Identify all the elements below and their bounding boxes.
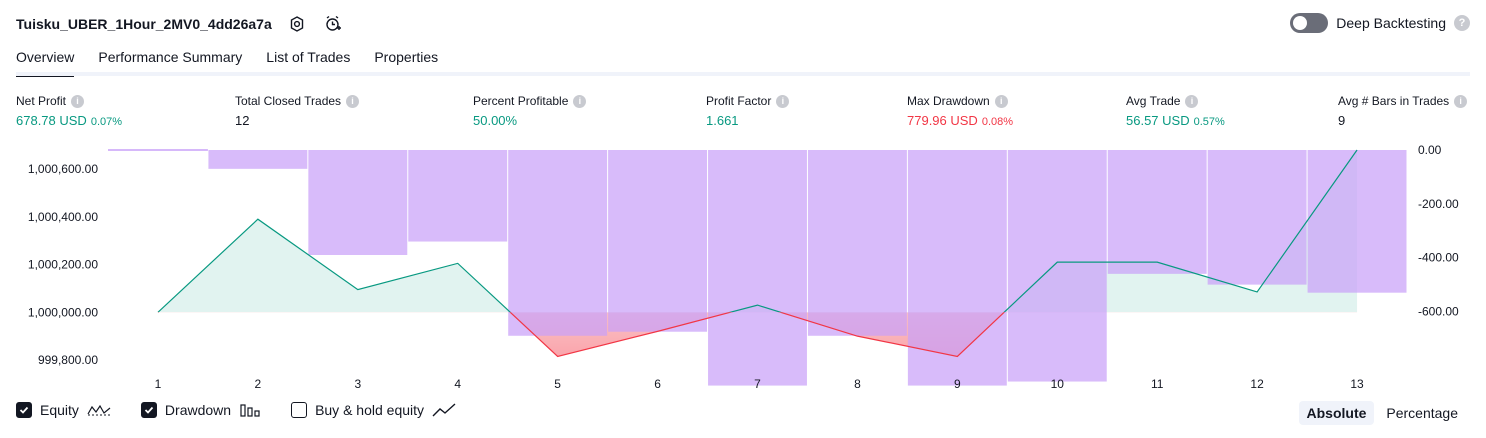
legend-drawdown[interactable]: Drawdown bbox=[140, 402, 261, 418]
left-axis-tick-label: 1,000,200.00 bbox=[28, 258, 98, 272]
drawdown-bar bbox=[1307, 150, 1407, 293]
x-axis-tick-label: 1 bbox=[155, 377, 162, 391]
metric-total-closed-trades: Total Closed Trades i 12 bbox=[235, 94, 360, 128]
left-axis-tick-label: 1,000,400.00 bbox=[28, 210, 98, 224]
x-axis-tick-label: 5 bbox=[554, 377, 561, 391]
metric-value: 779.96 USD bbox=[907, 113, 978, 128]
drawdown-bars-icon bbox=[240, 404, 260, 417]
deep-backtesting: Deep Backtesting ? bbox=[1290, 13, 1470, 33]
metric-value: 56.57 USD bbox=[1126, 113, 1190, 128]
x-axis-tick-label: 2 bbox=[255, 377, 262, 391]
info-icon[interactable]: i bbox=[573, 94, 587, 108]
deep-backtesting-toggle[interactable] bbox=[1290, 13, 1329, 33]
metric-avg-bars-in-trades: Avg # Bars in Trades i 9 bbox=[1338, 94, 1468, 128]
right-axis-tick-label: -400.00 bbox=[1418, 251, 1459, 265]
metric-label: Avg Trade bbox=[1126, 94, 1181, 108]
metric-avg-trade: Avg Trade i 56.57 USD 0.57% bbox=[1126, 94, 1225, 128]
info-icon[interactable]: i bbox=[994, 94, 1008, 108]
metric-max-drawdown: Max Drawdown i 779.96 USD 0.08% bbox=[907, 94, 1013, 128]
toggle-knob bbox=[1293, 16, 1308, 30]
help-icon[interactable]: ? bbox=[1454, 15, 1470, 31]
metric-value: 678.78 USD bbox=[16, 113, 87, 128]
info-icon[interactable]: i bbox=[1185, 94, 1199, 108]
chart-legend: Equity Drawdown Buy & hold equity bbox=[16, 402, 456, 418]
info-icon[interactable]: i bbox=[346, 94, 360, 108]
x-axis-tick-label: 3 bbox=[354, 377, 361, 391]
metric-label: Total Closed Trades bbox=[235, 94, 342, 108]
tab-performance-summary[interactable]: Performance Summary bbox=[98, 49, 243, 65]
drawdown-bar bbox=[807, 150, 907, 336]
x-axis-tick-label: 12 bbox=[1250, 377, 1264, 391]
x-axis-tick-label: 10 bbox=[1051, 377, 1065, 391]
buyhold-line-icon bbox=[432, 403, 456, 417]
drawdown-bar bbox=[907, 150, 1007, 386]
metric-pct: 0.08% bbox=[981, 116, 1014, 128]
buyhold-checkbox[interactable] bbox=[291, 402, 308, 418]
left-axis-tick-label: 1,000,600.00 bbox=[28, 162, 98, 176]
legend-equity[interactable]: Equity bbox=[16, 402, 111, 418]
mode-absolute-button[interactable]: Absolute bbox=[1298, 401, 1375, 425]
tab-bar: Overview Performance Summary List of Tra… bbox=[16, 46, 438, 77]
metric-percent-profitable: Percent Profitable i 50.00% bbox=[473, 94, 587, 128]
x-axis-tick-label: 6 bbox=[654, 377, 661, 391]
drawdown-bar bbox=[1107, 150, 1207, 274]
equity-checkbox[interactable] bbox=[16, 402, 32, 418]
x-axis-tick-label: 11 bbox=[1151, 377, 1164, 391]
right-axis-tick-label: -200.00 bbox=[1418, 197, 1459, 211]
info-icon[interactable]: i bbox=[1454, 94, 1468, 108]
x-axis-tick-label: 4 bbox=[454, 377, 461, 391]
strategy-name: Tuisku_UBER_1Hour_2MV0_4dd26a7a bbox=[16, 16, 272, 32]
metrics-bar: Net Profit i 678.78 USD 0.07% Total Closed… bbox=[0, 94, 1486, 134]
right-axis-tick-label: 0.00 bbox=[1418, 143, 1442, 157]
x-axis-tick-label: 13 bbox=[1350, 377, 1364, 391]
drawdown-bar bbox=[308, 150, 408, 255]
strategy-header: Tuisku_UBER_1Hour_2MV0_4dd26a7a bbox=[16, 10, 344, 38]
metric-label: Max Drawdown bbox=[907, 94, 990, 108]
metric-label: Net Profit bbox=[16, 94, 67, 108]
drawdown-bar bbox=[708, 150, 807, 386]
drawdown-bar bbox=[608, 150, 708, 332]
info-icon[interactable]: i bbox=[776, 94, 790, 108]
right-axis-tick-label: -600.00 bbox=[1418, 305, 1459, 319]
legend-label: Equity bbox=[40, 402, 79, 418]
legend-buy-hold[interactable]: Buy & hold equity bbox=[291, 402, 456, 418]
metric-net-profit: Net Profit i 678.78 USD 0.07% bbox=[16, 94, 122, 128]
equity-line bbox=[157, 149, 1358, 313]
mode-percentage-button[interactable]: Percentage bbox=[1386, 405, 1458, 421]
tabs-divider bbox=[16, 72, 1470, 76]
tab-list-of-trades[interactable]: List of Trades bbox=[266, 49, 351, 65]
add-alert-icon[interactable] bbox=[322, 13, 344, 35]
settings-icon[interactable] bbox=[286, 13, 308, 35]
metric-pct: 0.57% bbox=[1193, 116, 1225, 128]
x-axis-tick-label: 8 bbox=[854, 377, 861, 391]
metric-value: 12 bbox=[235, 113, 250, 128]
drawdown-bar bbox=[1007, 150, 1107, 382]
metric-label: Percent Profitable bbox=[473, 94, 569, 108]
legend-label: Drawdown bbox=[164, 402, 232, 418]
x-axis-tick-label: 9 bbox=[954, 377, 961, 391]
metric-profit-factor: Profit Factor i 1.661 bbox=[706, 94, 790, 128]
legend-label: Buy & hold equity bbox=[315, 402, 425, 418]
equity-wave-icon bbox=[87, 404, 111, 416]
drawdown-bar bbox=[208, 150, 308, 169]
metric-value: 1.661 bbox=[706, 113, 739, 128]
drawdown-bar bbox=[408, 150, 508, 242]
metric-value: 50.00% bbox=[473, 113, 518, 128]
metric-pct: 0.07% bbox=[90, 116, 123, 128]
drawdown-bar bbox=[1207, 150, 1307, 285]
x-axis-tick-label: 7 bbox=[754, 377, 761, 391]
tab-properties[interactable]: Properties bbox=[374, 49, 439, 65]
drawdown-bar bbox=[508, 150, 608, 336]
left-axis-tick-label: 999,800.00 bbox=[38, 353, 98, 367]
left-axis-tick-label: 1,000,000.00 bbox=[28, 305, 98, 319]
equity-chart[interactable]: 1,000,600.00 1,000,400.00 1,000,200.00 1,00… bbox=[0, 140, 1486, 395]
info-icon[interactable]: i bbox=[71, 94, 85, 108]
metric-value: 9 bbox=[1338, 113, 1346, 128]
drawdown-checkbox[interactable] bbox=[140, 402, 157, 418]
display-mode-switch: Absolute Percentage bbox=[1298, 401, 1467, 425]
metric-label: Avg # Bars in Trades bbox=[1338, 94, 1450, 108]
deep-backtesting-label: Deep Backtesting bbox=[1336, 15, 1446, 31]
metric-label: Profit Factor bbox=[706, 94, 772, 108]
